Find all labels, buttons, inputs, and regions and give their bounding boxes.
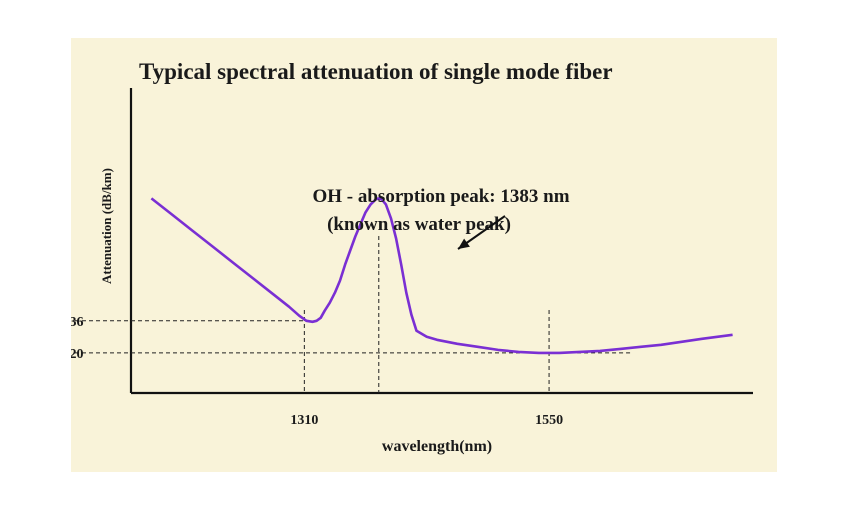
chart-title: Typical spectral attenuation of single m…	[139, 59, 613, 84]
water-peak-annotation: OH - absorption peak: 1383 nm (known as …	[312, 186, 570, 250]
y-tick-label: 0.20	[71, 347, 84, 362]
guide-lines	[75, 236, 631, 393]
annotation-arrowhead	[458, 238, 470, 249]
x-tick-label: 1310	[290, 413, 318, 428]
tick-labels: 0.36 0.20 1310 1550	[71, 315, 563, 428]
x-tick-label: 1550	[535, 413, 563, 428]
x-axis-label: wavelength(nm)	[382, 438, 492, 455]
chart-svg: Typical spectral attenuation of single m…	[71, 59, 753, 455]
y-tick-label: 0.36	[71, 315, 84, 330]
annotation-line-1: OH - absorption peak: 1383 nm	[312, 186, 569, 207]
attenuation-series-line	[150, 197, 733, 355]
chart-panel: Typical spectral attenuation of single m…	[71, 38, 777, 472]
annotation-line-2: (known as water peak)	[327, 214, 511, 235]
y-axis-label: Attenuation (dB/km)	[99, 168, 114, 284]
axes	[129, 88, 753, 395]
